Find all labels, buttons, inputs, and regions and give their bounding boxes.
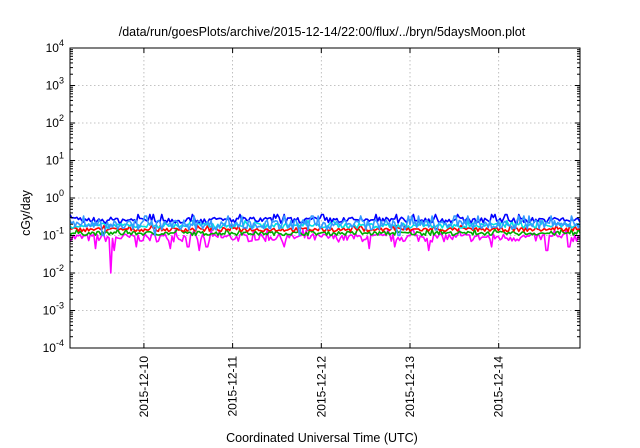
y-tick-label: 10-3 [43, 301, 64, 318]
y-tick-label: 100 [46, 188, 64, 205]
y-tick-label: 102 [46, 113, 64, 130]
x-axis: 2015-12-10 2015-12-11 2015-12-12 2015-12-13… [137, 48, 506, 417]
series-line [69, 229, 581, 274]
x-tick-label: 2015-12-13 [403, 356, 417, 418]
y-tick-label: 10-1 [43, 226, 64, 243]
series-line [69, 215, 581, 237]
y-tick-label: 101 [46, 151, 64, 168]
x-tick-label: 2015-12-12 [314, 356, 328, 418]
x-tick-label: 2015-12-11 [226, 356, 240, 417]
series-line [69, 220, 581, 229]
y-tick-label: 10-2 [43, 263, 64, 280]
grid [70, 48, 580, 348]
y-tick-label: 10-4 [43, 338, 64, 355]
y-axis: 10-4 10-3 10-2 10-1 100 101 102 103 104 [43, 38, 580, 355]
series-line [69, 224, 581, 233]
y-tick-label: 104 [46, 38, 64, 55]
series-line [69, 213, 581, 224]
x-axis-label: Coordinated Universal Time (UTC) [226, 431, 418, 445]
chart-title: /data/run/goesPlots/archive/2015-12-14/2… [119, 25, 526, 39]
y-tick-label: 103 [46, 76, 64, 93]
series-group [69, 213, 581, 274]
y-axis-label: cGy/day [19, 189, 33, 236]
x-tick-label: 2015-12-14 [492, 356, 506, 418]
x-tick-label: 2015-12-10 [137, 356, 151, 418]
